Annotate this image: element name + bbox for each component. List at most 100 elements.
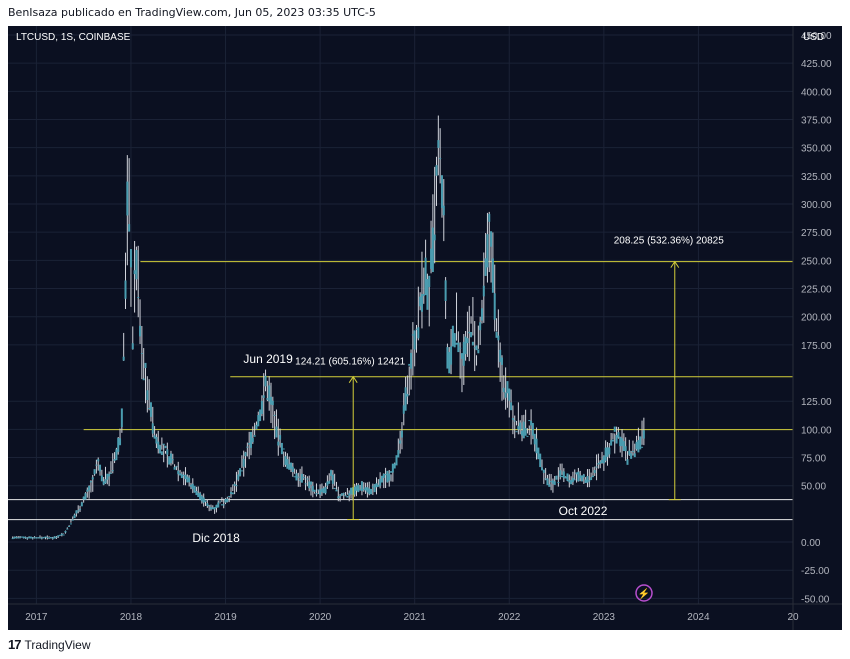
candle-body [128,224,131,232]
candle-body [402,405,405,414]
candle-body [253,435,256,437]
candle-body [229,492,232,494]
y-tick-label: 225.00 [801,285,832,296]
measure-label: 208.25 (532.36%) 20825 [614,236,725,247]
candle-body [106,473,109,480]
candle-body [44,536,47,538]
candle-body [422,294,425,297]
candle-body [619,436,622,447]
candle-body [249,431,252,448]
price-bars [11,115,645,540]
y-tick-label: 250.00 [801,256,832,267]
candle-body [613,426,616,432]
candle-body [231,492,234,495]
x-tick-label: 2022 [498,612,521,623]
candle-body [131,343,134,350]
candle-body [262,395,265,398]
candle-body [180,474,183,479]
candle-body [597,463,600,465]
candle-body [235,485,238,487]
candle-body [200,495,203,502]
candle-body [508,388,511,401]
candle-body [628,450,631,455]
price-axis[interactable]: 450.00 425.00 400.00 375.00 350.00 325.00 300.… [792,26,842,630]
candle-body [213,507,216,510]
candle-body [397,450,400,458]
candle-body [293,476,296,478]
candle-body [104,479,107,484]
lightning-badge[interactable]: ⚡ [635,584,653,602]
candle-body [528,420,531,422]
candle-body [495,331,498,338]
candle-body [237,474,240,480]
measure-tools[interactable]: 208.25 (532.36%) 20825 124.21 (605.16%) 1… [295,236,724,520]
currency-label: USD [803,32,824,43]
candle-body [320,488,323,493]
candle-body [428,275,431,288]
candle-body [371,486,374,488]
candle-body [453,333,456,348]
tradingview-logo-icon: 17 [8,637,22,652]
candle-body [197,492,200,498]
candle-body [215,504,218,508]
x-tick-label: 2017 [25,612,48,623]
time-axis[interactable]: 2017 2018 2019 2020 2021 2022 2023 2024 20 [8,603,842,623]
candle-body [335,489,338,492]
candle-body [541,467,544,471]
candle-body [631,450,634,452]
candle-body [471,341,474,346]
candle-body [191,483,194,490]
candle-body [97,459,100,462]
candle-body [533,433,536,445]
candle-body [437,140,440,148]
candle-body [499,349,502,363]
candle-body [344,495,347,497]
candle-body [100,475,103,482]
candle-body [286,459,289,469]
candle-body [159,445,162,454]
price-chart[interactable]: 248.86146.7499.7737.6319.94 208.25 (532.… [8,26,842,630]
candle-body [355,485,358,491]
candle-body [120,408,123,428]
candle-body [639,436,642,450]
candle-body [51,537,54,539]
candle-body [424,257,427,296]
candle-body [244,452,247,457]
candle-body [300,473,303,483]
candle-body [95,464,98,466]
y-tick-label: 100.00 [801,425,832,436]
measure-arrow-head [348,375,358,383]
x-tick-label: 2021 [404,612,427,623]
x-tick-label: 2020 [309,612,332,623]
candle-body [157,441,160,449]
candle-body [64,530,67,533]
candle-body [590,477,593,481]
candle-body [151,423,154,434]
candle-body [615,434,618,444]
price-chart-svg[interactable]: 248.86146.7499.7737.6319.94 208.25 (532.… [8,26,842,630]
y-tick-label: -50.00 [801,594,830,605]
y-tick-label: 50.00 [801,482,826,493]
y-tick-label: 200.00 [801,313,832,324]
candle-body [417,327,420,339]
candle-body [169,453,172,464]
candle-body [251,437,254,443]
candle-body [537,447,540,460]
candle-body [88,485,91,491]
candle-body [142,378,145,381]
candle-body [450,346,453,365]
candle-body [451,325,454,347]
candle-body [179,473,182,476]
candle-body [275,426,278,438]
candle-body [439,158,442,160]
candle-body [339,496,342,498]
candle-body [208,505,211,507]
candle-body [331,474,334,484]
candle-body [224,498,227,503]
candle-body [135,250,138,280]
tradingview-logo[interactable]: 17 TradingView [8,637,91,652]
candle-body [342,493,345,495]
candle-body [129,249,132,268]
candle-body [162,443,165,446]
candle-body [346,495,349,498]
